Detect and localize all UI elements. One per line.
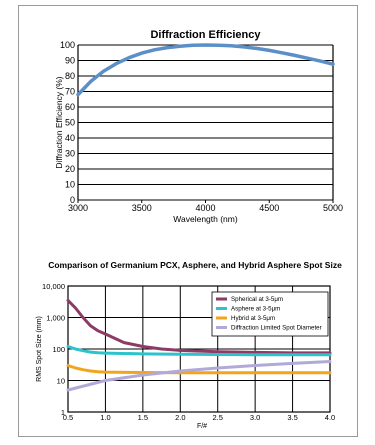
series-line <box>66 364 332 375</box>
efficiency-curve <box>76 43 335 97</box>
y-tick-label: 0 <box>70 195 75 205</box>
y-tick-label: 50 <box>65 118 75 128</box>
series-line <box>66 360 332 392</box>
y-axis-label: RMS Spot Size (mm) <box>36 316 43 382</box>
legend-label: Diffraction Limited Spot Diameter <box>231 325 322 332</box>
x-tick-label: 2.5 <box>212 413 222 422</box>
x-tick-label: 5000 <box>323 203 343 213</box>
y-tick-label: 80 <box>65 71 75 81</box>
legend-label: Hybrid at 3-5μm <box>231 315 275 322</box>
y-tick-label: 60 <box>65 102 75 112</box>
x-tick-label: 3000 <box>68 203 88 213</box>
y-tick-label: 10 <box>65 180 75 190</box>
x-tick-label: 0.5 <box>63 413 73 422</box>
y-tick-label: 20 <box>65 164 75 174</box>
y-tick-label: 90 <box>65 56 75 66</box>
y-tick-label: 10 <box>57 377 65 386</box>
legend-box <box>211 291 329 337</box>
x-tick-label: 4000 <box>195 203 215 213</box>
x-axis-label: Wavelength (nm) <box>173 214 238 224</box>
y-tick-label: 100 <box>60 40 75 50</box>
x-tick-label: 4.0 <box>325 413 335 422</box>
x-tick-label: 3.0 <box>250 413 260 422</box>
x-tick-label: 3500 <box>132 203 152 213</box>
legend-label: Asphere at 3-5μm <box>231 306 280 313</box>
y-tick-label: 1 <box>61 408 65 417</box>
x-tick-label: 2.0 <box>175 413 185 422</box>
y-tick-label: 100 <box>52 345 65 354</box>
chart-title: Comparison of Germanium PCX, Asphere, an… <box>48 260 342 270</box>
y-tick-label: 1,000 <box>46 314 65 323</box>
series-line <box>66 345 332 357</box>
y-tick-label: 30 <box>65 149 75 159</box>
y-axis-label: Diffraction Efficiency (%) <box>54 76 64 168</box>
series-line <box>66 298 332 355</box>
y-tick-label: 40 <box>65 133 75 143</box>
chart-title: Diffraction Efficiency <box>150 29 261 41</box>
x-tick-label: 3.5 <box>287 413 297 422</box>
figure-frame <box>18 5 358 437</box>
x-tick-label: 1.5 <box>138 413 148 422</box>
y-tick-label: 10,000 <box>42 282 65 291</box>
x-tick-label: 1.0 <box>100 413 110 422</box>
x-tick-label: 4500 <box>259 203 279 213</box>
y-tick-label: 70 <box>65 87 75 97</box>
legend-label: Spherical at 3-5μm <box>231 296 283 303</box>
plot-border <box>67 285 331 413</box>
x-axis-label: F/# <box>197 423 207 430</box>
